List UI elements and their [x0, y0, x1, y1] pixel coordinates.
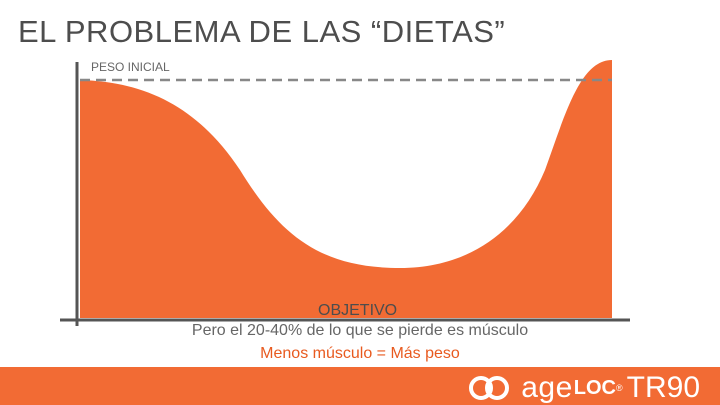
caption-text: Pero el 20-40% de lo que se pierde es mú… — [191, 322, 529, 339]
weight-curve-area — [80, 60, 612, 318]
brand-age-text: age — [521, 371, 573, 404]
goal-label: OBJETIVO — [318, 302, 398, 319]
brand-product-text: TR90 — [626, 371, 700, 404]
slide-title: EL PROBLEMA DE LAS “DIETAS” — [18, 14, 506, 49]
initial-weight-label: PESO INICIAL — [91, 60, 170, 74]
brand-registered-mark: ® — [616, 383, 623, 393]
subcaption-text: Menos músculo = Más peso — [260, 345, 460, 362]
ageloc-tr90-logo: age LOC ® TR90 — [467, 371, 700, 405]
footer-bar: age LOC ® TR90 — [0, 367, 720, 405]
brand-rings-icon — [469, 376, 510, 400]
brand-loc-text: LOC — [573, 376, 616, 399]
